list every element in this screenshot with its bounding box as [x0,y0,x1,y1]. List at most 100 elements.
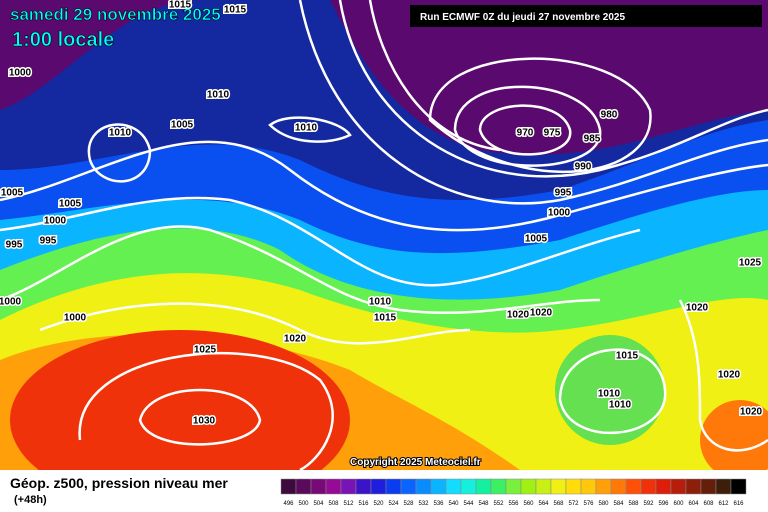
legend-swatch [310,478,327,495]
legend-swatch [370,478,387,495]
isobar-label: 1020 [530,308,553,319]
legend-swatch [550,478,567,495]
legend-swatch [640,478,657,495]
isobar-label: 1010 [598,389,621,400]
legend-swatch [355,478,372,495]
legend-value: 584 [613,501,624,507]
legend-value: 520 [373,501,384,507]
legend-swatch [295,478,312,495]
legend-value: 512 [343,501,354,507]
legend-value: 536 [433,501,444,507]
legend-value: 572 [568,501,579,507]
isobar-label: 1000 [9,68,32,79]
legend-swatch [460,478,477,495]
isobar-label: 1005 [1,188,24,199]
isobar-label: 1010 [295,123,318,134]
legend-swatch [490,478,507,495]
legend-swatch [400,478,417,495]
legend-value: 564 [538,501,549,507]
legend-swatch [340,478,357,495]
legend-value: 552 [493,501,504,507]
legend-swatch [445,478,462,495]
isobar-label: 1010 [369,297,392,308]
legend-value: 496 [283,501,294,507]
legend-swatch [565,478,582,495]
isobars [0,0,768,452]
legend-value: 600 [673,501,684,507]
legend-swatch [685,478,702,495]
isobar-label: 1000 [44,216,67,227]
legend-swatch [700,478,717,495]
isobar-label: 1005 [171,120,194,131]
isobar-label: 1005 [525,234,548,245]
isobar-label: 990 [575,162,592,173]
legend-value: 576 [583,501,594,507]
legend-swatch [325,478,342,495]
field-red [10,330,350,510]
isobar-label: 995 [555,188,572,199]
isobar-label: 1025 [194,345,217,356]
legend-swatch [715,478,732,495]
legend-value: 528 [403,501,414,507]
isobar-label: 1015 [616,351,639,362]
legend-value: 580 [598,501,609,507]
isobar-label: 1015 [374,313,397,324]
isobar-label: 1020 [284,334,307,345]
legend-value: 608 [703,501,714,507]
legend-value: 500 [298,501,309,507]
legend-swatch [730,478,747,495]
field-orange-se [700,400,768,480]
legend-swatch [625,478,642,495]
field-green-blob [555,335,665,445]
legend-swatch [505,478,522,495]
legend-swatch [385,478,402,495]
legend-value: 540 [448,501,459,507]
isobar-label: 1005 [59,199,82,210]
isobar-label: 985 [584,134,601,145]
isobar-label: 1020 [686,303,709,314]
date-label: samedi 29 novembre 2025 [10,5,221,24]
legend-value: 548 [478,501,489,507]
legend-value: 596 [658,501,669,507]
legend-value: 532 [418,501,429,507]
legend-value: 612 [718,501,729,507]
legend-swatch [535,478,552,495]
isobar-label: 1020 [718,370,741,381]
legend-swatch [580,478,597,495]
legend-value: 524 [388,501,399,507]
legend-value: 516 [358,501,369,507]
legend-value: 560 [523,501,534,507]
legend-value: 568 [553,501,564,507]
isobar-label: 980 [601,110,618,121]
legend-swatch [415,478,432,495]
isobar-label: 1030 [193,416,216,427]
isobar-label: 1000 [64,313,87,324]
isobar-label: 1020 [507,310,530,321]
legend-value: 592 [643,501,654,507]
run-label: Run ECMWF 0Z du jeudi 27 novembre 2025 [420,12,625,23]
isobar-label: 970 [517,128,534,139]
isobar-label: 995 [40,236,57,247]
isobar-label: 1015 [169,0,192,11]
isobar-label: 1000 [0,297,22,308]
isobar-label: 1020 [740,407,763,418]
isobar-label: 1000 [548,208,571,219]
isobar-label: 1010 [207,90,230,101]
isobar-label: 1025 [739,258,762,269]
legend-value: 604 [688,501,699,507]
isobar-label: 975 [544,128,561,139]
legend-swatch [430,478,447,495]
isobar-label: 1010 [609,400,632,411]
legend-swatch [670,478,687,495]
legend-value: 588 [628,501,639,507]
legend-swatch [610,478,627,495]
time-label: 1:00 locale [12,29,114,51]
legend-swatch [475,478,492,495]
legend-value: 508 [328,501,339,507]
legend-title: Géop. z500, pression niveau mer [10,475,228,491]
isobar-label: 995 [6,240,23,251]
legend-swatch [595,478,612,495]
legend-swatch [280,478,297,495]
